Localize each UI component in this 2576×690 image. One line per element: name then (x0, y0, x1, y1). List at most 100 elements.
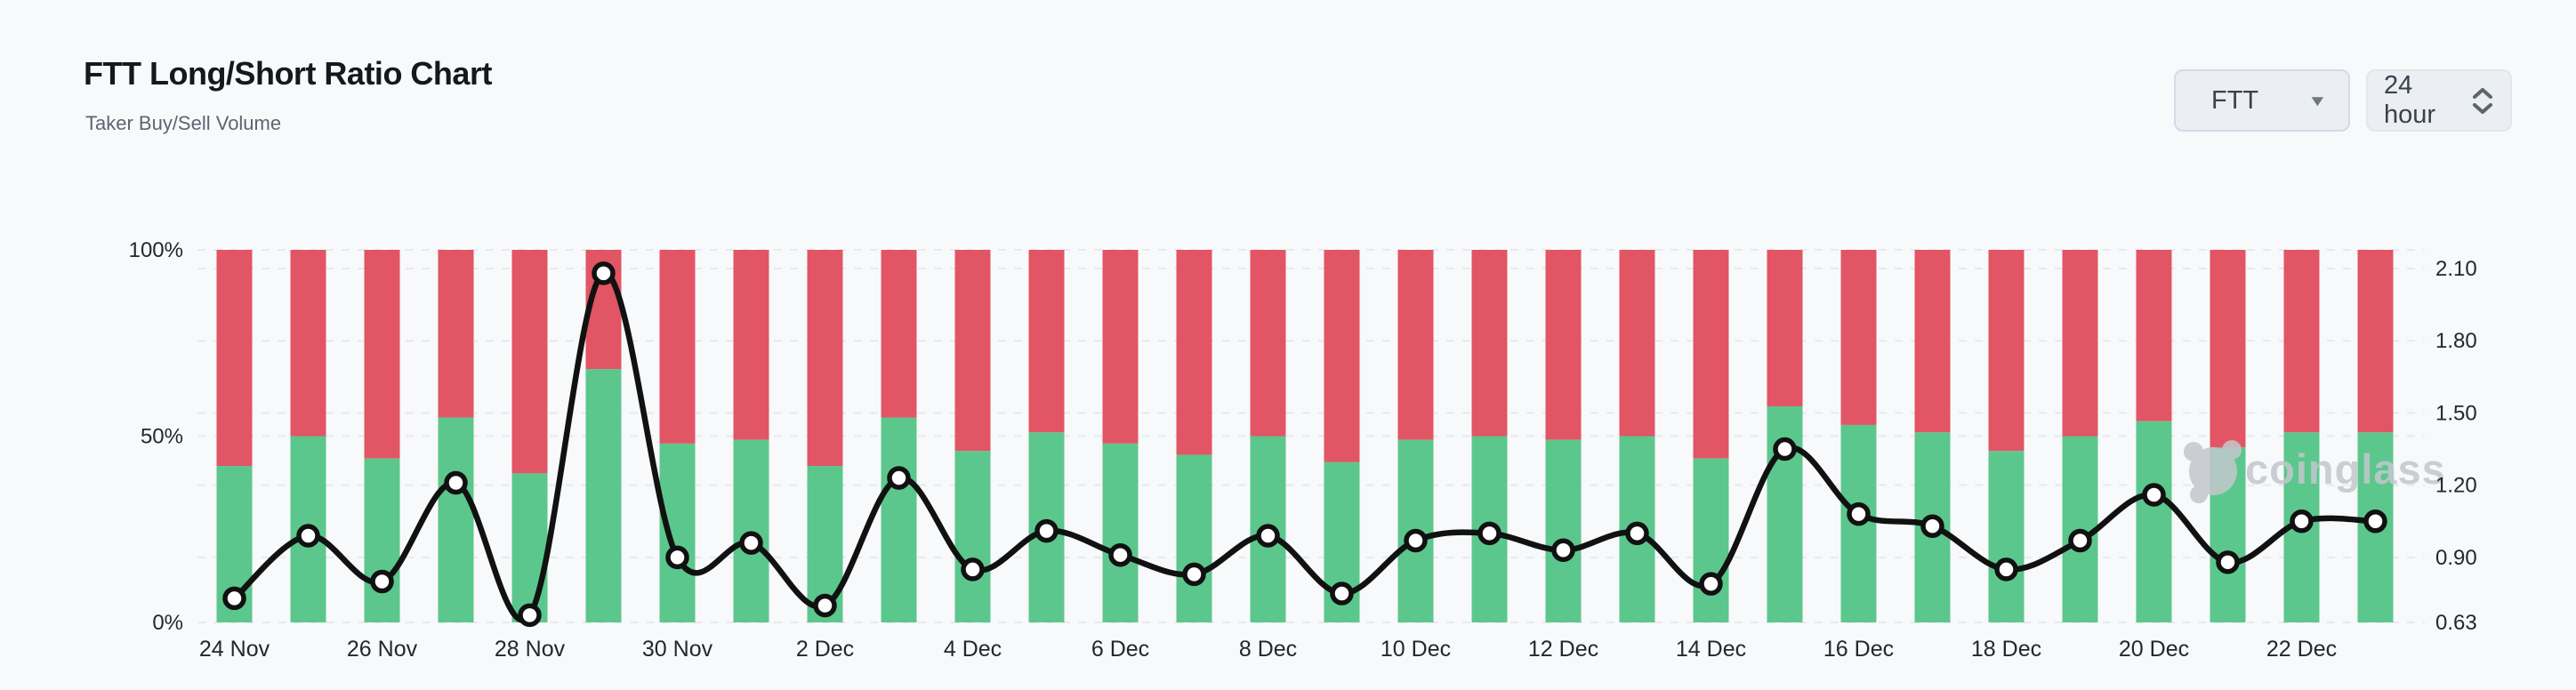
symbol-select[interactable]: FTT ▼ (2174, 69, 2350, 132)
ratio-dot[interactable] (1256, 524, 1280, 548)
short-bar[interactable] (2062, 250, 2098, 437)
x-axis-label: 24 Nov (199, 637, 270, 662)
long-bar[interactable] (511, 473, 548, 622)
x-axis-label: 18 Dec (1971, 637, 2041, 662)
short-bar[interactable] (1840, 250, 1877, 425)
short-bar[interactable] (290, 250, 326, 437)
ratio-dot[interactable] (1330, 582, 1354, 606)
x-axis-label: 12 Dec (1528, 637, 1598, 662)
short-bar[interactable] (733, 250, 769, 440)
ratio-dot[interactable] (2216, 550, 2240, 574)
long-bar[interactable] (1176, 454, 1212, 622)
short-bar[interactable] (1471, 250, 1508, 437)
right-axis-label: 2.10 (2435, 257, 2477, 281)
short-bar[interactable] (1102, 250, 1139, 444)
ratio-dot[interactable] (1625, 521, 1649, 546)
short-bar[interactable] (511, 250, 548, 474)
x-axis-label: 14 Dec (1676, 637, 1746, 662)
ratio-dot[interactable] (1108, 542, 1132, 567)
long-bar[interactable] (2136, 421, 2172, 622)
short-bar[interactable] (216, 250, 253, 467)
ratio-dot[interactable] (739, 531, 763, 555)
short-bar[interactable] (438, 250, 474, 418)
long-bar[interactable] (1102, 443, 1139, 622)
chart-controls: FTT ▼ 24 hour (2174, 69, 2512, 132)
x-axis-label: 26 Nov (347, 637, 418, 662)
short-bar[interactable] (1028, 250, 1065, 433)
x-axis-label: 8 Dec (1239, 637, 1297, 662)
short-bar[interactable] (881, 250, 917, 418)
short-bar[interactable] (1397, 250, 1434, 440)
left-axis-label: 50% (141, 425, 183, 449)
short-bar[interactable] (1176, 250, 1212, 455)
short-bar[interactable] (659, 250, 696, 444)
x-axis-label: 6 Dec (1091, 637, 1149, 662)
short-bar[interactable] (2136, 250, 2172, 421)
right-axis-label: 0.90 (2435, 546, 2477, 570)
ratio-dot[interactable] (1773, 437, 1797, 461)
short-bar[interactable] (2210, 250, 2246, 448)
ratio-dot[interactable] (887, 466, 911, 490)
ratio-dot[interactable] (961, 558, 985, 582)
ratio-dot[interactable] (2142, 483, 2166, 507)
long-bar[interactable] (733, 439, 769, 622)
long-bar[interactable] (1988, 451, 2025, 622)
ratio-dot[interactable] (1847, 501, 1871, 526)
ratio-dot[interactable] (518, 603, 542, 628)
x-axis-label: 4 Dec (944, 637, 1002, 662)
ratio-dot[interactable] (2363, 509, 2387, 534)
x-axis-label: 28 Nov (495, 637, 566, 662)
ratio-dot[interactable] (370, 569, 394, 594)
long-bar[interactable] (438, 417, 474, 622)
ratio-dot[interactable] (2068, 528, 2092, 553)
ratio-dot[interactable] (1551, 538, 1575, 563)
short-bar[interactable] (954, 250, 991, 452)
long-bar[interactable] (1545, 439, 1582, 622)
ratio-dot[interactable] (296, 524, 320, 548)
short-bar[interactable] (1767, 250, 1803, 406)
ratio-dot[interactable] (665, 545, 689, 570)
short-bar[interactable] (364, 250, 400, 459)
short-bar[interactable] (1619, 250, 1655, 437)
ratio-dot[interactable] (1994, 558, 2018, 582)
long-bar[interactable] (954, 451, 991, 622)
x-axis-label: 22 Dec (2266, 637, 2337, 662)
short-bar[interactable] (1324, 250, 1360, 462)
short-bar[interactable] (1914, 250, 1951, 433)
short-bar[interactable] (807, 250, 843, 467)
long-bar[interactable] (585, 369, 622, 622)
long-bar[interactable] (659, 443, 696, 622)
left-axis-label: 0% (152, 611, 183, 635)
ratio-dot[interactable] (1404, 528, 1428, 553)
ratio-dot[interactable] (1034, 518, 1059, 543)
ratio-dot[interactable] (2290, 509, 2314, 534)
ratio-dot[interactable] (1699, 572, 1723, 596)
x-axis-label: 20 Dec (2119, 637, 2189, 662)
short-bar[interactable] (2283, 250, 2320, 433)
short-bar[interactable] (1693, 250, 1729, 459)
ratio-line (231, 270, 2379, 623)
right-axis-label: 0.63 (2435, 611, 2477, 635)
ratio-dot[interactable] (222, 586, 246, 611)
short-bar[interactable] (2357, 250, 2394, 433)
ratio-dot[interactable] (1477, 521, 1501, 546)
ratio-dot[interactable] (592, 261, 616, 285)
long-bar[interactable] (364, 458, 400, 622)
short-bar[interactable] (1250, 250, 1286, 437)
interval-select[interactable]: 24 hour (2366, 69, 2512, 132)
right-axis-label: 1.80 (2435, 329, 2477, 353)
long-bar[interactable] (1693, 458, 1729, 622)
up-down-chevrons-icon (2471, 87, 2494, 115)
x-axis-label: 10 Dec (1381, 637, 1451, 662)
short-bar[interactable] (1545, 250, 1582, 440)
ratio-dot[interactable] (1920, 514, 1944, 538)
coinglass-watermark: coinglass (2184, 440, 2445, 503)
right-axis-label: 1.20 (2435, 474, 2477, 498)
page-subtitle: Taker Buy/Sell Volume (85, 112, 282, 134)
long-bar[interactable] (881, 417, 917, 622)
ratio-dot[interactable] (444, 470, 468, 495)
short-bar[interactable] (1988, 250, 2025, 452)
ratio-dot[interactable] (1182, 562, 1206, 587)
ratio-dot[interactable] (813, 593, 837, 618)
